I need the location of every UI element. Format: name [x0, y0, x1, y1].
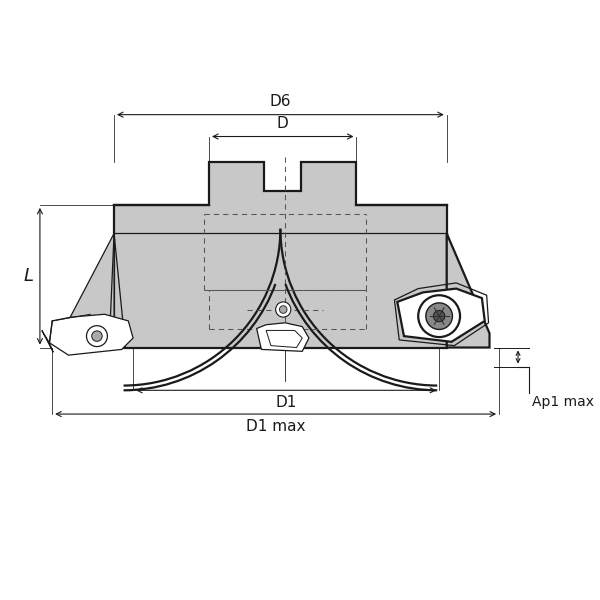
Text: D6: D6: [269, 94, 291, 109]
Circle shape: [433, 310, 445, 322]
Polygon shape: [62, 233, 114, 347]
Polygon shape: [42, 331, 53, 352]
Polygon shape: [397, 289, 485, 342]
Circle shape: [86, 326, 107, 347]
Circle shape: [418, 295, 460, 337]
Text: D1: D1: [275, 395, 297, 410]
Polygon shape: [266, 331, 302, 347]
Polygon shape: [257, 323, 309, 352]
Polygon shape: [49, 314, 133, 355]
Circle shape: [275, 302, 291, 317]
Circle shape: [92, 331, 102, 341]
Circle shape: [280, 306, 287, 313]
Polygon shape: [114, 162, 447, 347]
Circle shape: [426, 303, 452, 329]
Polygon shape: [447, 233, 490, 347]
Text: L: L: [23, 267, 33, 285]
Text: D1 max: D1 max: [246, 419, 305, 434]
Text: D: D: [277, 116, 289, 131]
Text: Ap1 max: Ap1 max: [532, 395, 594, 409]
